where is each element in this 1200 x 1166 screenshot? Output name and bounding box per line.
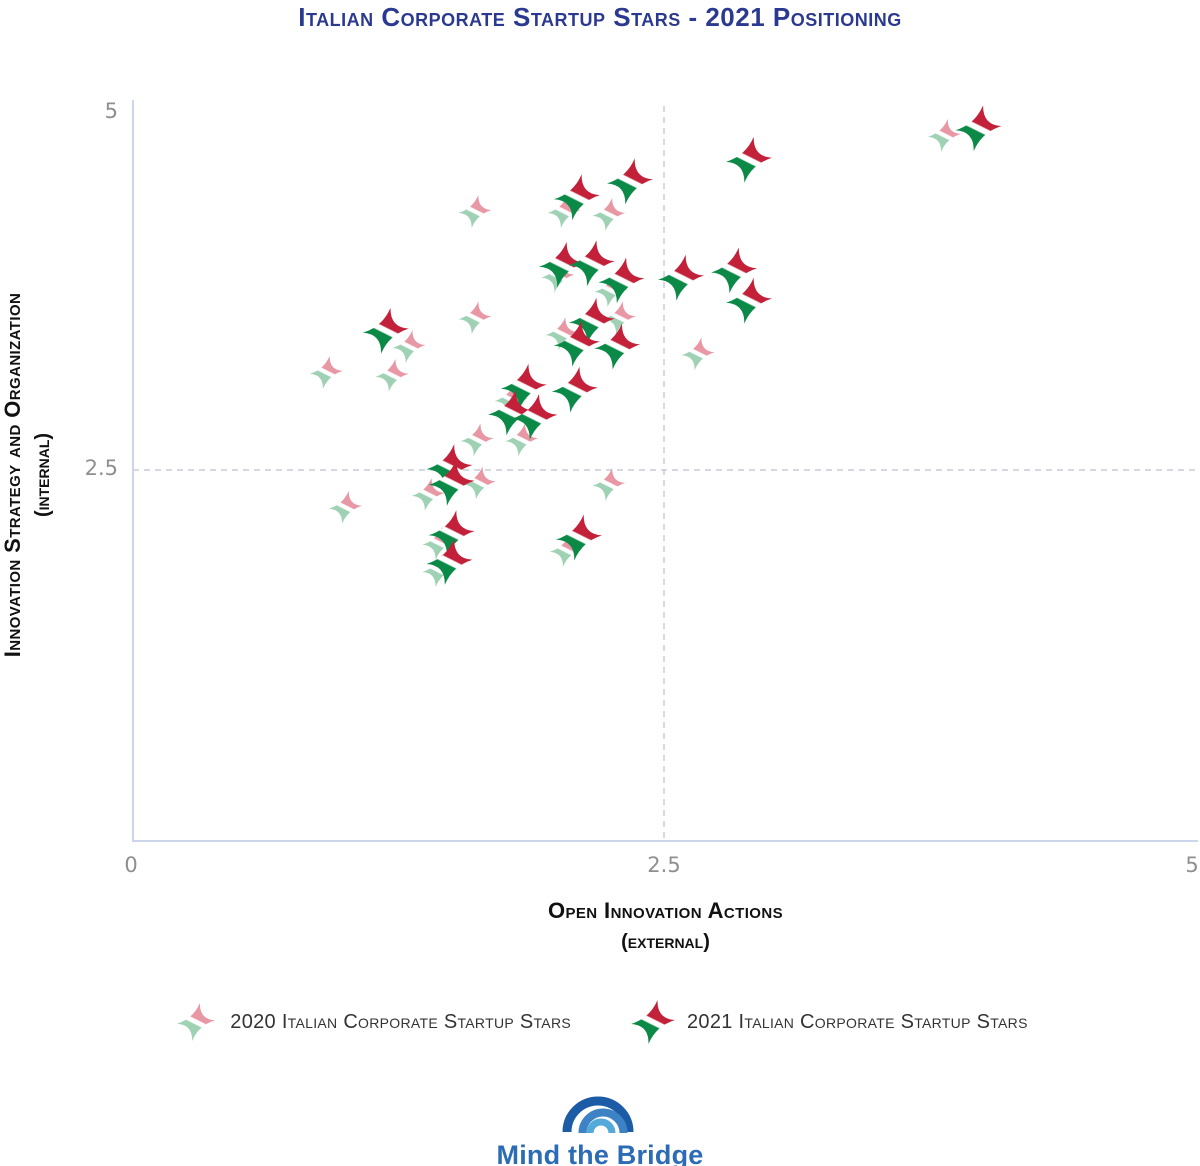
x-axis-title-line1: Open Innovation Actions: [547, 898, 783, 923]
data-points-layer: [309, 105, 1002, 587]
star-marker-2020: [328, 490, 362, 524]
x-axis-tick-5: 5: [1185, 853, 1199, 877]
star-marker-2020: [592, 467, 626, 501]
star-marker-2020: [927, 118, 961, 152]
y-axis-tick-2-5: 2.5: [84, 456, 118, 480]
x-axis-tick-0: 0: [124, 853, 138, 877]
star-icon-2021: [631, 1000, 675, 1044]
star-marker-2021: [726, 136, 772, 183]
mind-the-bridge-logo: Mind the Bridge: [0, 1080, 1200, 1166]
y-axis-title-line1: Innovation Strategy and Organization: [0, 292, 25, 658]
legend-label-2020: 2020 Italian Corporate Startup Stars: [230, 1010, 571, 1033]
legend-item-2021: 2021 Italian Corporate Startup Stars: [629, 998, 1028, 1046]
x-axis-tick-2-5: 2.5: [647, 853, 681, 877]
chart-title: Italian Corporate Startup Stars - 2021 P…: [298, 2, 902, 32]
x-axis-title-line2: (external): [621, 931, 710, 953]
legend-item-2020: 2020 Italian Corporate Startup Stars: [172, 998, 571, 1046]
star-marker-2020: [458, 195, 492, 228]
star-marker-2021: [955, 105, 1002, 152]
legend-label-2021: 2021 Italian Corporate Startup Stars: [687, 1010, 1028, 1033]
star-marker-2020: [309, 355, 343, 389]
star-marker-2021: [607, 158, 653, 205]
x-axis-title: Open Innovation Actions (external): [133, 898, 1198, 954]
star-marker-2020: [458, 301, 492, 335]
star-marker-2020: [375, 358, 409, 392]
bridge-arcs-icon: [562, 1096, 634, 1134]
y-axis-title-line2: (internal): [32, 432, 54, 518]
star-marker-2020: [681, 337, 715, 371]
axes-layer: [132, 100, 1198, 842]
scatter-plot-canvas: [132, 100, 1198, 842]
star-marker-2021: [551, 366, 598, 413]
star-marker-2020: [460, 423, 494, 457]
chart-legend: 2020 Italian Corporate Startup Stars 202…: [0, 998, 1200, 1046]
star-marker-2021: [658, 254, 704, 301]
y-axis-tick-5: 5: [104, 99, 118, 123]
y-axis-title: Innovation Strategy and Organization (in…: [0, 110, 60, 840]
star-icon-2020: [177, 1002, 216, 1042]
star-marker-2020: [592, 197, 626, 231]
logo-text: Mind the Bridge: [496, 1140, 704, 1166]
star-marker-2020: [392, 330, 426, 363]
